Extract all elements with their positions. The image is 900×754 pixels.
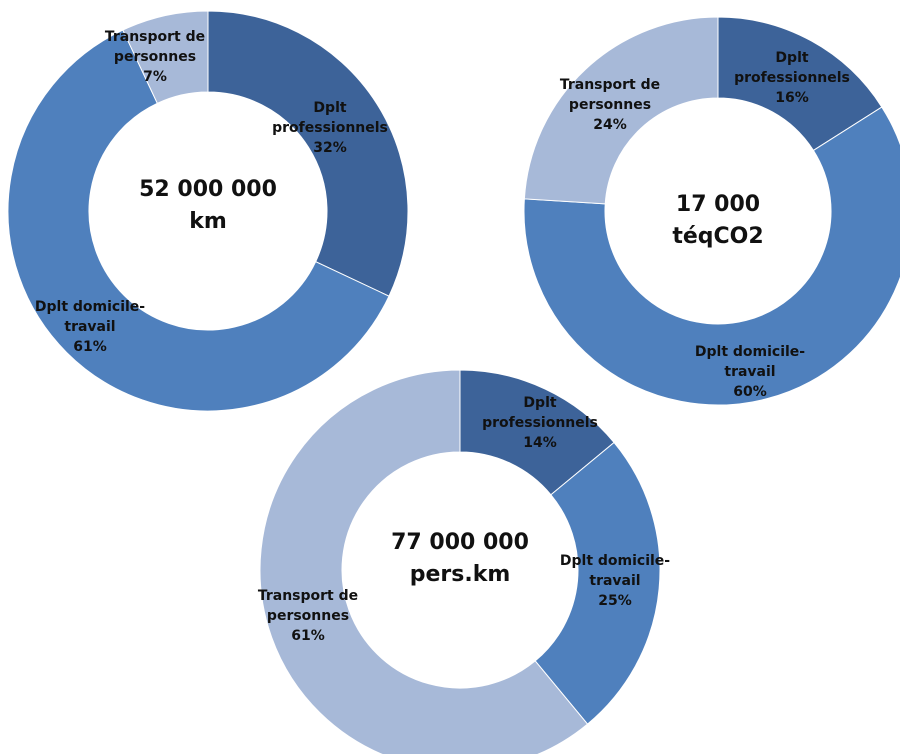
slice-label-transport-de-personnes: Transport de personnes 7%: [105, 29, 205, 85]
donut-slice-dplt-domicile-travail: [7, 29, 390, 412]
slice-label-dplt-professionnels: Dplt professionnels 16%: [734, 50, 850, 106]
donut-slice-transport-de-personnes: [122, 10, 209, 104]
donut-slice-dplt-domicile-travail: [523, 106, 900, 406]
donut-chart-2: Dplt professionnels 16% Dplt domicile-trava…: [523, 16, 900, 406]
slice-label-dplt-professionnels: Dplt professionnels 32%: [272, 100, 388, 156]
donut-chart-1: Dplt professionnels 32% Dplt domicile-trava…: [7, 10, 409, 412]
donut-segments: [523, 16, 900, 406]
center-total-label: 52 000 000 km: [139, 177, 277, 234]
center-total-label: 17 000 téqCO2: [672, 192, 763, 249]
slice-label-transport-de-personnes: Transport de personnes 61%: [258, 588, 358, 644]
slice-label-transport-de-personnes: Transport de personnes 24%: [560, 77, 660, 133]
donut-segments: [259, 369, 661, 754]
slice-label-dplt-professionnels: Dplt professionnels 14%: [482, 395, 598, 451]
center-total-label: 77 000 000 pers.km: [391, 530, 529, 587]
slice-label-dplt-domicile-travail: Dplt domicile-travail 61%: [35, 299, 145, 355]
donut-slice-transport-de-personnes: [259, 369, 589, 754]
slice-label-dplt-domicile-travail: Dplt domicile-travail 25%: [560, 553, 670, 609]
donut-slice-transport-de-personnes: [523, 16, 719, 205]
donut-segments: [7, 10, 409, 412]
donut-chart-3: Dplt professionnels 14% Dplt domicile-trava…: [258, 369, 670, 754]
slice-label-dplt-domicile-travail: Dplt domicile-travail 60%: [695, 344, 805, 400]
donut-slice-dplt-domicile-travail: [534, 441, 661, 725]
donut-slice-dplt-professionnels: [207, 10, 409, 297]
